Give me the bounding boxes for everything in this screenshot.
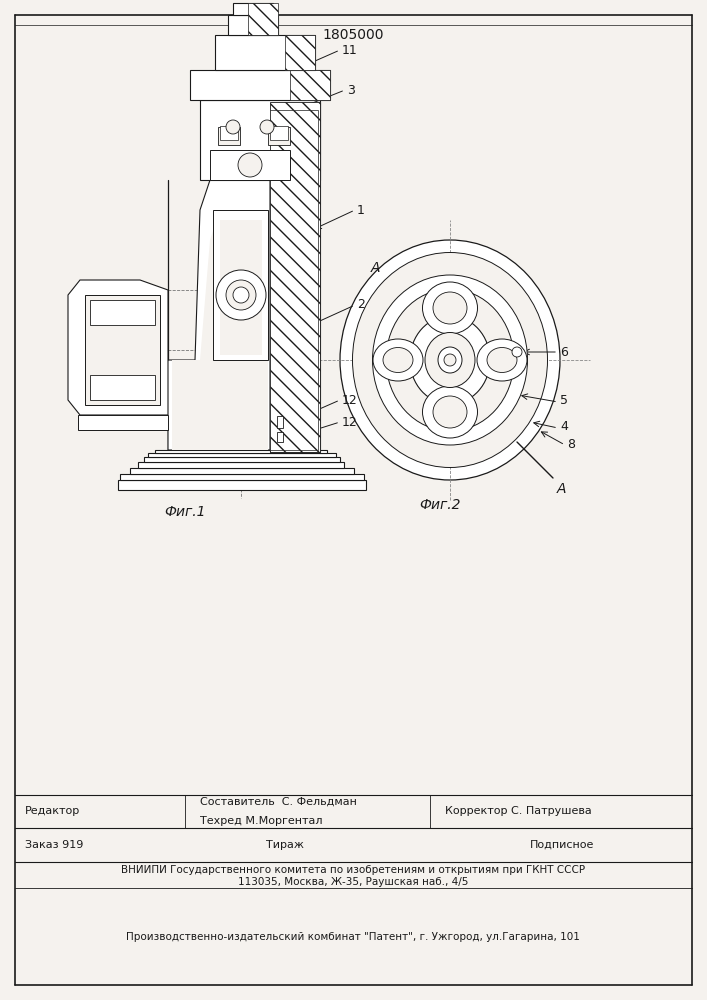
Text: Фиг.2: Фиг.2 (419, 498, 461, 512)
Bar (190, 70, 330, 100)
Circle shape (233, 287, 249, 303)
Text: 5: 5 (560, 394, 568, 408)
Circle shape (226, 280, 256, 310)
Text: Заказ 919: Заказ 919 (25, 840, 83, 850)
Bar (120, 474, 364, 480)
Bar (85, 295, 160, 405)
Text: 3: 3 (347, 84, 355, 97)
Circle shape (226, 120, 240, 134)
Ellipse shape (425, 332, 475, 387)
Bar (155, 450, 327, 453)
Bar (90, 375, 155, 400)
Bar (200, 100, 320, 180)
Bar (268, 127, 290, 145)
Circle shape (216, 270, 266, 320)
Text: 2: 2 (357, 298, 365, 312)
Bar (90, 300, 155, 325)
Bar (270, 102, 320, 452)
Polygon shape (172, 210, 268, 450)
Text: 1: 1 (357, 204, 365, 217)
Bar (228, 15, 278, 35)
Text: 113035, Москва, Ж-35, Раушская наб., 4/5: 113035, Москва, Ж-35, Раушская наб., 4/5 (238, 877, 468, 887)
Ellipse shape (438, 347, 462, 373)
Ellipse shape (383, 348, 413, 372)
Bar (210, 150, 290, 180)
Polygon shape (68, 280, 168, 415)
Bar (233, 3, 273, 15)
Bar (277, 432, 283, 442)
Bar (285, 35, 315, 70)
Text: 12: 12 (342, 416, 358, 428)
Ellipse shape (353, 252, 547, 468)
Ellipse shape (433, 292, 467, 324)
Text: ВНИИПИ Государственного комитета по изобретениям и открытиям при ГКНТ СССР: ВНИИПИ Государственного комитета по изоб… (121, 865, 585, 875)
Text: Фиг.1: Фиг.1 (164, 505, 206, 519)
Text: 6: 6 (560, 346, 568, 359)
Text: 8: 8 (567, 438, 575, 450)
Bar (130, 468, 354, 474)
Text: 11: 11 (342, 43, 358, 56)
Text: 1805000: 1805000 (322, 28, 384, 42)
Ellipse shape (423, 282, 477, 334)
Circle shape (238, 153, 262, 177)
Text: Техред М.Моргентал: Техред М.Моргентал (200, 816, 322, 826)
Ellipse shape (340, 240, 560, 480)
Circle shape (444, 354, 456, 366)
Ellipse shape (433, 396, 467, 428)
Bar (144, 457, 340, 462)
Bar (118, 480, 366, 490)
Bar (218, 127, 240, 145)
Polygon shape (155, 180, 270, 450)
Bar (213, 210, 268, 360)
Ellipse shape (373, 275, 527, 445)
Bar (215, 35, 315, 70)
Text: Составитель  С. Фельдман: Составитель С. Фельдман (200, 797, 357, 807)
Circle shape (260, 120, 274, 134)
Text: Тираж: Тираж (266, 840, 304, 850)
Bar (220, 126, 238, 140)
Ellipse shape (386, 289, 514, 431)
Bar (290, 70, 330, 100)
Text: 12: 12 (342, 393, 358, 406)
Bar (78, 415, 168, 430)
Bar (248, 3, 278, 35)
Bar (270, 126, 288, 140)
Text: 4: 4 (560, 420, 568, 434)
Bar (138, 462, 344, 468)
Bar (148, 453, 336, 457)
Ellipse shape (423, 386, 477, 438)
Text: A: A (370, 261, 380, 275)
Bar (277, 416, 283, 428)
Ellipse shape (477, 339, 527, 381)
Text: A: A (557, 482, 566, 496)
Circle shape (512, 347, 522, 357)
Text: Подписное: Подписное (530, 840, 595, 850)
Bar (270, 102, 320, 452)
Text: Производственно-издательский комбинат "Патент", г. Ужгород, ул.Гагарина, 101: Производственно-издательский комбинат "П… (126, 932, 580, 942)
Ellipse shape (487, 348, 517, 372)
Ellipse shape (410, 316, 490, 404)
Polygon shape (220, 220, 262, 355)
Text: Корректор С. Патрушева: Корректор С. Патрушева (445, 806, 592, 816)
Ellipse shape (373, 339, 423, 381)
Text: Редактор: Редактор (25, 806, 81, 816)
Bar (270, 110, 318, 450)
